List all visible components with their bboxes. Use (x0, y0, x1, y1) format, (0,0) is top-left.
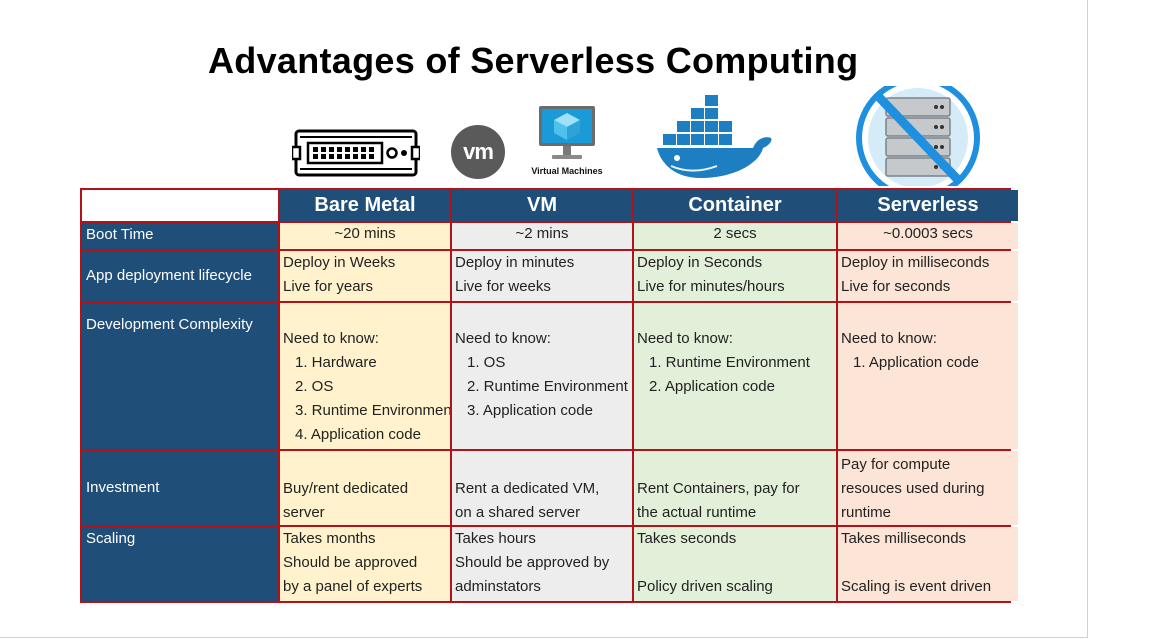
vm-logo-text: vm (463, 139, 494, 164)
scaling-serverless: Takes milliseconds Scaling is event driv… (838, 527, 1018, 601)
scaling-bare-metal: Takes months Should be approved by a pan… (280, 527, 450, 601)
boot-time-bare-metal: ~20 mins (280, 223, 450, 249)
scaling-bare-metal-line: by a panel of experts (283, 578, 423, 595)
docker-whale-icon (657, 95, 772, 178)
scaling-container-line: Policy driven scaling (637, 578, 773, 595)
list-item: 3. Runtime Environment (295, 402, 450, 419)
list-item: 4. Application code (295, 426, 421, 443)
scaling-serverless-line: Scaling is event driven (841, 578, 992, 595)
boot-time-container: 2 secs (634, 223, 836, 249)
virtual-machine-monitor-icon (539, 106, 595, 159)
scaling-vm-line: Takes hours (455, 530, 536, 547)
investment-container-line: the actual runtime (637, 504, 757, 521)
virtual-machines-caption: Virtual Machines (531, 166, 603, 176)
boot-time-vm: ~2 mins (452, 223, 632, 249)
comparison-table: Bare Metal VM Container Serverless Boot … (80, 188, 1018, 603)
boot-time-serverless: ~0.0003 secs (838, 223, 1018, 249)
scaling-container-line: Takes seconds (637, 530, 737, 547)
deployment-container: Deploy in Seconds Live for minutes/hours (634, 251, 836, 301)
scaling-vm: Takes hours Should be approved by admins… (452, 527, 632, 601)
row-label-investment: Investment (82, 451, 278, 525)
complexity-intro: Need to know: (283, 330, 379, 347)
row-label-deployment-text: App deployment lifecycle (86, 267, 252, 284)
page-frame (0, 0, 1088, 638)
deployment-serverless-line: Deploy in milliseconds (841, 254, 990, 271)
no-server-icon (856, 86, 980, 186)
page-title: Advantages of Serverless Computing (208, 40, 859, 81)
investment-serverless: Pay for compute resouces used during run… (838, 451, 1018, 525)
list-item: 1. OS (467, 354, 506, 371)
list-item: 2. OS (295, 378, 334, 395)
scaling-container: Takes seconds Policy driven scaling (634, 527, 836, 601)
investment-vm: Rent a dedicated VM, on a shared server (452, 451, 632, 525)
deployment-bare-metal-line: Live for years (283, 278, 374, 295)
vm-logo-icon: vm (451, 125, 505, 179)
scaling-serverless-line: Takes milliseconds (841, 530, 967, 547)
column-header-container: Container (634, 190, 836, 221)
investment-serverless-line: resouces used during (841, 480, 985, 497)
investment-container-line: Rent Containers, pay for (637, 480, 800, 497)
list-item: 3. Application code (467, 402, 593, 419)
deployment-serverless-line: Live for seconds (841, 278, 951, 295)
investment-vm-line: Rent a dedicated VM, (455, 480, 600, 497)
deployment-serverless: Deploy in milliseconds Live for seconds (838, 251, 1018, 301)
deployment-bare-metal: Deploy in Weeks Live for years (280, 251, 450, 301)
deployment-vm: Deploy in minutes Live for weeks (452, 251, 632, 301)
complexity-bare-metal: Need to know: 1. Hardware 2. OS 3. Runti… (280, 303, 450, 449)
investment-bare-metal-line: server (283, 504, 325, 521)
deployment-container-line: Live for minutes/hours (637, 278, 785, 295)
row-label-deployment: App deployment lifecycle (82, 251, 278, 301)
investment-container: Rent Containers, pay for the actual runt… (634, 451, 836, 525)
complexity-intro: Need to know: (841, 330, 937, 347)
complexity-intro: Need to know: (455, 330, 551, 347)
complexity-serverless: Need to know: 1. Application code (838, 303, 1018, 449)
complexity-vm: Need to know: 1. OS 2. Runtime Environme… (452, 303, 632, 449)
list-item: 1. Runtime Environment (649, 354, 810, 371)
deployment-bare-metal-line: Deploy in Weeks (283, 254, 396, 271)
investment-bare-metal-line: Buy/rent dedicated (283, 480, 409, 497)
complexity-container: Need to know: 1. Runtime Environment 2. … (634, 303, 836, 449)
column-header-vm: VM (452, 190, 632, 221)
row-label-boot-time: Boot Time (82, 223, 278, 249)
deployment-vm-line: Live for weeks (455, 278, 551, 295)
column-header-bare-metal: Bare Metal (280, 190, 450, 221)
row-label-complexity: Development Complexity (82, 303, 278, 449)
row-label-investment-text: Investment (86, 479, 160, 496)
scaling-serverless-line (841, 551, 1015, 575)
scaling-vm-line: Should be approved by (455, 554, 610, 571)
list-item: 2. Runtime Environment (467, 378, 628, 395)
complexity-intro: Need to know: (637, 330, 733, 347)
server-board-icon (292, 129, 420, 177)
table-corner (82, 190, 278, 221)
investment-serverless-line: Pay for compute (841, 456, 951, 473)
deployment-container-line: Deploy in Seconds (637, 254, 763, 271)
investment-bare-metal: Buy/rent dedicated server (280, 451, 450, 525)
row-label-scaling: Scaling (82, 527, 278, 601)
scaling-container-line (637, 551, 833, 575)
column-header-serverless: Serverless (838, 190, 1018, 221)
list-item: 1. Hardware (295, 354, 377, 371)
scaling-bare-metal-line: Should be approved (283, 554, 418, 571)
scaling-bare-metal-line: Takes months (283, 530, 376, 547)
deployment-vm-line: Deploy in minutes (455, 254, 575, 271)
list-item: 1. Application code (853, 354, 979, 371)
list-item: 2. Application code (649, 378, 775, 395)
investment-serverless-line: runtime (841, 504, 892, 521)
scaling-vm-line: adminstators (455, 578, 541, 595)
investment-vm-line: on a shared server (455, 504, 581, 521)
